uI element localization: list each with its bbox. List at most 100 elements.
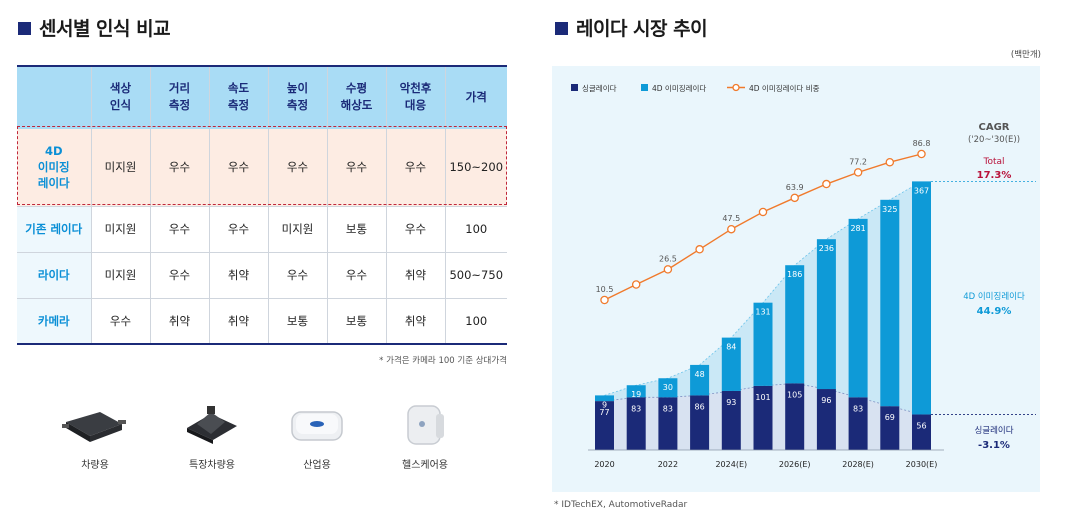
cagr-total-value: 17.3% [977,170,1012,181]
bar-imaging [880,199,900,407]
row-head-4d-imaging-radar: 4D 이미징 레이다 [17,128,92,207]
header-cell-color: 색상 인식 [91,66,151,129]
header-cell-resolution: 수평 해상도 [327,66,387,129]
table-cell: 취약 [150,298,210,345]
bar-single [658,397,678,450]
cagr-title: CAGR [979,122,1010,133]
cagr-total-label: Total [982,157,1004,167]
product-special-vehicle: 특장차량용 [157,400,267,471]
share-label: 26.5 [659,254,677,263]
product-label: 특장차량용 [189,460,235,471]
share-label: 63.9 [786,183,804,192]
share-point [885,157,895,167]
cagr-imaging-value: 44.9% [977,306,1012,317]
title-square-icon [18,22,31,35]
table-cell: 보통 [268,298,328,345]
table-cell: 100 [445,206,507,253]
bar-label-single: 101 [755,393,770,402]
bar-label-single: 77 [599,408,609,417]
table-cell: 미지원 [91,252,151,299]
table-cell: 우수 [91,298,151,345]
bar-label-imaging: 325 [882,205,897,214]
table-cell: 우수 [386,206,446,253]
table-cell: 우수 [150,128,210,207]
product-row: 차량용 특장차량용 산업용 헬스케어용 [20,400,510,490]
table-cell: 미지원 [91,206,151,253]
special-vehicle-radar-icon [187,406,237,444]
share-point [758,207,768,217]
bar-single [816,389,836,450]
table-row: 4D 이미징 레이다 미지원 우수 우수 우수 우수 우수 150~200 [17,128,507,207]
bar-single [626,397,646,450]
industrial-radar-icon [291,411,343,441]
table-cell: 150~200 [445,128,507,207]
share-point [631,280,641,289]
bar-imaging [848,218,868,398]
x-tick-label: 2020 [594,460,614,469]
header-cell-speed: 속도 측정 [209,66,269,129]
price-note: * 가격은 카메라 100 기준 상대가격 [379,356,507,366]
table-cell: 우수 [150,206,210,253]
legend-marker-share [732,83,740,92]
x-tick-label: 2028(E) [842,460,874,469]
table-cell: 취약 [386,298,446,345]
header-cell-distance: 거리 측정 [150,66,210,129]
bar-imaging [721,337,741,391]
radar-market-chart: 싱글레이다 4D 이미징레이다 4D 이미징레이다 비중 779 83 19 83 30 86 4… [571,83,1036,469]
x-tick-label: 2030(E) [906,460,938,469]
bar-imaging [753,302,773,386]
chart-background: 싱글레이다 4D 이미징레이다 4D 이미징레이다 비중 77 9 83 19 83 30 86 4… [552,66,1040,492]
vehicle-radar-icon [62,412,126,442]
row-head-camera: 카메라 [17,298,92,345]
share-point [917,149,926,159]
healthcare-radar-icon [407,405,444,445]
row-head-lidar: 라이다 [17,252,92,299]
product-vehicle: 차량용 [40,400,150,471]
comparison-section-title: 센서별 인식 비교 [18,14,171,41]
cagr-single-label: 싱글레이다 [974,425,1013,436]
bar-label-single: 96 [821,396,831,405]
x-tick-label: 2024(E) [715,460,747,469]
share-label: 47.5 [722,214,740,223]
table-header-row: 색상 인식 거리 측정 속도 측정 높이 측정 수평 해상도 악천후 대응 가격 [17,66,507,129]
product-label: 헬스케어용 [402,460,448,471]
bar-single [753,385,773,450]
table-cell: 취약 [209,252,269,299]
share-label: 10.5 [596,285,614,294]
bar-single [880,406,900,450]
table-cell: 우수 [150,252,210,299]
cagr-imaging-label: 4D 이미징레이다 [963,291,1025,302]
cagr-single-value: -3.1% [978,440,1010,451]
header-cell-height: 높이 측정 [268,66,328,129]
bar-label-single: 83 [853,404,863,413]
table-cell: 우수 [268,252,328,299]
header-cell-price: 가격 [445,66,507,129]
bar-imaging [658,378,678,398]
bar-label-single: 86 [695,402,705,411]
market-title-text: 레이다 시장 추이 [576,18,708,40]
legend-swatch-imaging [641,84,648,91]
table-cell: 우수 [209,206,269,253]
sensor-comparison-table: 색상 인식 거리 측정 속도 측정 높이 측정 수평 해상도 악천후 대응 가격 4D 이미징… [17,65,507,345]
cagr-period: ('20~'30(E)) [968,135,1020,145]
bar-label-imaging: 84 [726,343,736,352]
imaging-trend-area [604,181,922,415]
bar-label-imaging: 19 [631,390,641,399]
bar-single [785,383,805,450]
product-industrial: 산업용 [262,400,372,471]
bar-label-single: 69 [885,413,895,422]
share-point [822,179,831,189]
x-tick-label: 2022 [658,460,678,469]
bar-label-single: 83 [663,404,673,413]
bar-imaging [626,385,646,398]
chart-unit: (백만개) [1010,50,1041,60]
legend-label-imaging: 4D 이미징레이다 [652,83,706,93]
bar-label-single: 93 [726,398,736,407]
legend-swatch-single [571,84,578,91]
market-section-title: 레이다 시장 추이 [555,14,708,41]
title-square-icon [555,22,568,35]
product-label: 산업용 [303,460,331,471]
share-point [600,295,609,305]
legend-label-share: 4D 이미징레이다 비중 [749,83,820,93]
source-note: * IDTechEX, AutomotiveRadar [554,500,688,510]
